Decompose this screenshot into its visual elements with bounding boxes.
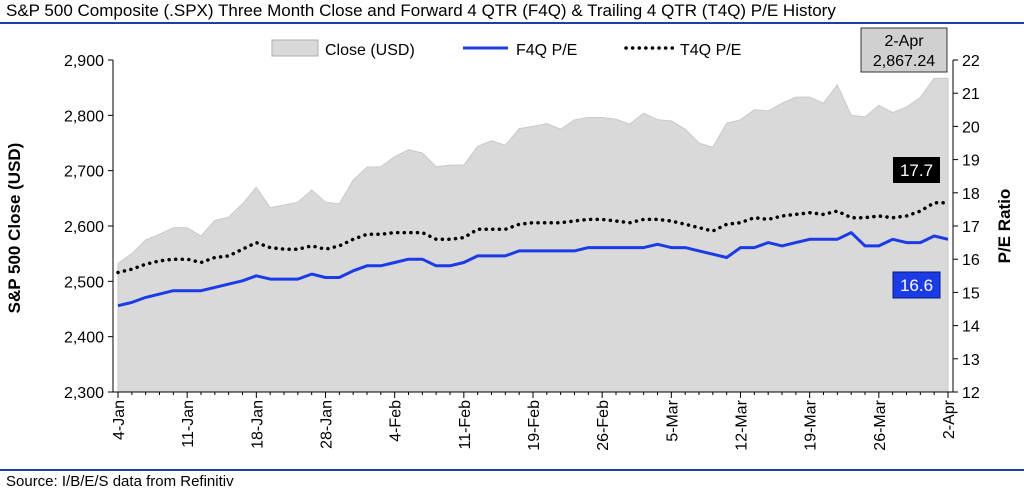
x-tick-label: 19-Feb	[526, 400, 543, 451]
x-tick-label: 26-Mar	[872, 399, 889, 450]
callout-f4q-value: 16.6	[900, 276, 933, 295]
y-tick-label: 2,900	[64, 53, 104, 70]
callout-t4q-value: 17.7	[900, 161, 933, 180]
x-tick-label: 11-Feb	[457, 400, 474, 450]
series-f4q-line	[117, 231, 949, 308]
legend-swatch-close	[271, 39, 319, 57]
y2-tick-label: 19	[962, 153, 980, 170]
y2-tick-label: 16	[962, 252, 980, 269]
y2-tick-label: 21	[962, 86, 980, 103]
callout-t4q-box	[893, 157, 940, 183]
callout-close-value: 2,867.24	[873, 53, 935, 70]
y-tick-label: 2,400	[64, 330, 104, 347]
x-tick-label: 4-Jan	[111, 400, 128, 440]
callout-f4q-box	[892, 271, 941, 299]
legend-label-close: Close (USD)	[325, 42, 415, 59]
y2-tick-label: 20	[962, 119, 980, 136]
x-tick-label: 2-Apr	[941, 399, 958, 439]
y2-tick-label: 13	[962, 352, 980, 369]
y2-tick-label: 14	[962, 319, 980, 336]
source-note: Source: I/B/E/S data from Refinitiv	[6, 473, 234, 490]
legend-label-f4q: F4Q P/E	[516, 42, 577, 59]
y-tick-label: 2,700	[64, 164, 104, 181]
y2-tick-label: 12	[962, 385, 980, 402]
x-tick-label: 28-Jan	[319, 400, 336, 449]
y2-tick-label: 17	[962, 219, 980, 236]
y-tick-label: 2,300	[64, 385, 104, 402]
bottom-divider	[0, 469, 1024, 471]
x-tick-label: 11-Jan	[180, 400, 197, 448]
series-close-area	[117, 77, 949, 393]
x-tick-label: 5-Mar	[664, 399, 681, 441]
plot-area: 2,300 2,400 2,500 2,600 2,700 2,800 2,900 12 13 1…	[64, 27, 980, 451]
x-tick-label: 19-Mar	[803, 399, 820, 450]
y2-tick-label: 15	[962, 285, 980, 302]
legend-label-t4q: T4Q P/E	[680, 42, 741, 59]
x-tick-label: 4-Feb	[388, 400, 405, 442]
x-tick-label: 12-Mar	[734, 399, 751, 450]
y2-axis-label: P/E Ratio	[995, 189, 1014, 264]
x-tick-label: 26-Feb	[595, 400, 612, 451]
top-divider	[0, 22, 1024, 24]
y2-tick-label: 18	[962, 186, 980, 203]
y2-tick-label: 22	[962, 53, 980, 70]
y-tick-label: 2,800	[64, 108, 104, 125]
callout-close-date: 2-Apr	[884, 33, 924, 50]
chart-title: S&P 500 Composite (.SPX) Three Month Clo…	[6, 1, 836, 20]
series-t4q-line	[116, 201, 950, 275]
y-axis-label: S&P 500 Close (USD)	[5, 143, 24, 314]
callout-close-box	[860, 27, 948, 73]
x-tick-label: 18-Jan	[249, 400, 266, 449]
y-tick-label: 2,500	[64, 274, 104, 291]
y-tick-label: 2,600	[64, 219, 104, 236]
